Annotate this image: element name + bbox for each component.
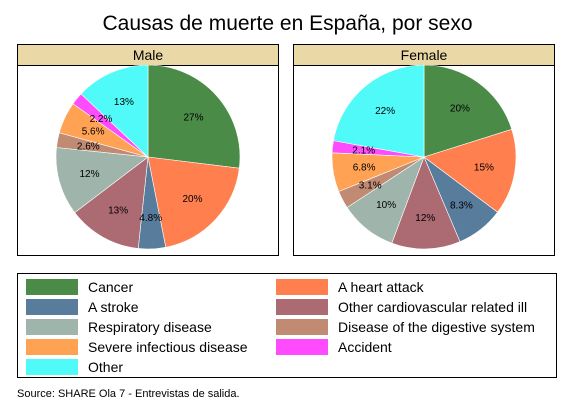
legend-label: Other cardiovascular related ill bbox=[338, 299, 528, 315]
male-panel: Male 27% 20% 4.8% 13% 12% 2.6% 5.6% 2.2% 13% bbox=[17, 44, 279, 256]
male-panel-label: Male bbox=[18, 45, 278, 66]
legend-swatch bbox=[276, 319, 328, 335]
slice-value-label: 20% bbox=[450, 104, 470, 115]
slice-value-label: 2.1% bbox=[352, 146, 375, 157]
female-panel: Female 20% 15% 8.3% 12% 10% 3.1% 6.8% 2.1% 22% bbox=[293, 44, 555, 256]
pie-slice-other-cardiovascular-related-ill bbox=[74, 156, 149, 249]
slice-value-label: 22% bbox=[375, 106, 395, 117]
legend-label: Disease of the digestive system bbox=[338, 319, 535, 335]
slice-value-label: 6.8% bbox=[353, 163, 376, 174]
male-pie-chart: 27%20%4.8%13%12%2.6%5.6%2.2%13% bbox=[55, 65, 241, 250]
legend-swatch bbox=[276, 339, 328, 355]
legend-label: Severe infectious disease bbox=[88, 339, 248, 355]
legend-swatch bbox=[26, 319, 78, 335]
legend-swatch bbox=[276, 279, 328, 295]
pie-slice-a-heart-attack bbox=[423, 128, 517, 213]
source-note: Source: SHARE Ola 7 - Entrevistas de sal… bbox=[17, 388, 240, 400]
legend-swatch bbox=[26, 359, 78, 375]
legend-swatch bbox=[26, 279, 78, 295]
slice-value-label: 4.8% bbox=[139, 213, 162, 224]
slice-value-label: 2.2% bbox=[90, 114, 113, 125]
legend-swatch bbox=[276, 299, 328, 315]
legend: Cancer A heart attack A stroke Other cardio… bbox=[17, 273, 557, 378]
pie-slice-cancer bbox=[147, 65, 241, 169]
slice-value-label: 10% bbox=[376, 200, 396, 211]
slice-value-label: 5.6% bbox=[82, 127, 105, 138]
slice-value-label: 15% bbox=[474, 163, 494, 174]
legend-swatch bbox=[26, 299, 78, 315]
pie-slice-a-heart-attack bbox=[147, 156, 240, 248]
female-pie-chart: 20% 15% 8.3% 12% 10% 3.1% 6.8% 2.1% 22% bbox=[331, 65, 517, 250]
pie-slice-other-cardiovascular-related-ill bbox=[391, 156, 461, 250]
slice-value-label: 2.6% bbox=[77, 141, 100, 152]
legend-label: A heart attack bbox=[338, 279, 424, 295]
slice-value-label: 13% bbox=[108, 205, 128, 216]
slice-value-label: 12% bbox=[415, 213, 435, 224]
slice-value-label: 13% bbox=[114, 97, 134, 108]
slice-value-label: 3.1% bbox=[359, 181, 382, 192]
pie-slice-other bbox=[333, 65, 425, 158]
slice-value-label: 8.3% bbox=[450, 200, 473, 211]
chart-title: Causas de muerte en España, por sexo bbox=[102, 12, 473, 35]
pie-slice-cancer bbox=[423, 65, 513, 158]
slice-value-label: 27% bbox=[183, 112, 203, 123]
legend-label: Cancer bbox=[88, 279, 134, 295]
slice-value-label: 20% bbox=[182, 194, 202, 205]
female-panel-label: Female bbox=[294, 45, 554, 66]
legend-label: Respiratory disease bbox=[88, 319, 212, 335]
slice-value-label: 12% bbox=[79, 169, 99, 180]
legend-label: Other bbox=[88, 359, 124, 375]
legend-label: Accident bbox=[338, 339, 392, 355]
legend-swatch bbox=[26, 339, 78, 355]
legend-label: A stroke bbox=[88, 299, 139, 315]
pie-slice-other bbox=[80, 65, 149, 158]
pie-slice-respiratory-disease bbox=[55, 147, 149, 214]
